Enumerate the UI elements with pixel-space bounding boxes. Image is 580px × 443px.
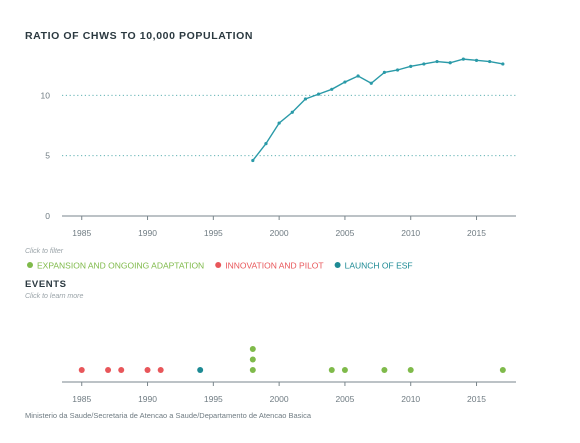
event-dot-0-2017-0[interactable]: [499, 367, 506, 373]
main-x-ticks: 1985 1990 1995 2000 2005 2010 2015: [72, 216, 486, 238]
main-x-tick-label-2015: 2015: [467, 228, 486, 238]
event-dot-0-2010-0[interactable]: [407, 367, 414, 373]
main-x-tick-label-1985: 1985: [72, 228, 91, 238]
data-point-2012: [435, 59, 439, 64]
series-points: [251, 57, 505, 163]
legend-label: INNOVATION AND PILOT: [225, 261, 323, 271]
legend-item-1[interactable]: INNOVATION AND PILOT: [215, 261, 324, 271]
event-dot-0-2005-0[interactable]: [341, 367, 348, 373]
events-x-tick-label-1995: 1995: [204, 394, 223, 404]
series-line: [252, 58, 503, 161]
y-tick-label-5: 5: [45, 151, 50, 161]
legend-item-2[interactable]: LAUNCH OF ESF: [334, 261, 413, 271]
legend-label: LAUNCH OF ESF: [345, 261, 413, 271]
events-hint: Click to learn more: [25, 293, 83, 300]
events-x-tick-label-2015: 2015: [467, 394, 486, 404]
data-point-2011: [422, 62, 426, 66]
legend-label: EXPANSION AND ONGOING ADAPTATION: [37, 261, 204, 271]
data-point-2009: [395, 68, 400, 72]
events-x-tick-label-2010: 2010: [401, 394, 420, 404]
main-x-tick-label-2005: 2005: [335, 228, 354, 238]
main-y-tick-labels: 0 5 10: [41, 90, 51, 221]
data-point-2004: [330, 87, 334, 91]
data-point-2008: [382, 70, 387, 75]
legend-dot-icon: [215, 262, 222, 268]
event-dot-0-2008-0[interactable]: [381, 367, 388, 373]
events-x-tick-label-1990: 1990: [138, 394, 157, 404]
data-point-1998: [251, 158, 255, 163]
source-note: Ministerio da Saude/Secretaria de Atenca…: [25, 411, 312, 420]
event-dot-0-2004-0[interactable]: [328, 367, 335, 373]
events-x-tick-label-2000: 2000: [270, 394, 289, 404]
data-point-2000: [277, 121, 281, 125]
legend: EXPANSION AND ONGOING ADAPTATION INNOVATI…: [27, 261, 413, 271]
legend-dot-icon: [27, 262, 33, 268]
y-tick-label-10: 10: [41, 90, 51, 100]
data-point-2006: [356, 74, 360, 78]
events-x-tick-label-1985: 1985: [72, 394, 91, 404]
event-dot-0-1998-1[interactable]: [249, 356, 256, 363]
data-point-2014: [461, 57, 465, 61]
legend-dot-icon: [334, 262, 341, 268]
data-point-2001: [290, 110, 294, 114]
data-point-2017: [501, 62, 505, 66]
events-x-tick-label-2005: 2005: [335, 394, 354, 404]
main-gridlines: [62, 94, 516, 157]
data-point-2010: [409, 64, 413, 68]
events-x-ticks: 1985 1990 1995 2000 2005 2010 2015: [72, 382, 486, 404]
events-title: EVENTS: [25, 279, 67, 290]
event-dot-1-1985-0[interactable]: [78, 367, 85, 373]
data-point-2016: [488, 59, 492, 64]
data-point-2005: [343, 80, 347, 84]
event-dot-1-1991-0[interactable]: [157, 367, 164, 373]
event-dot-1-1990-0[interactable]: [144, 367, 151, 373]
data-point-2013: [448, 61, 452, 65]
chart-title: RATIO OF CHWS TO 10,000 POPULATION: [25, 30, 253, 42]
event-dot-2-1994-0[interactable]: [197, 367, 204, 373]
main-x-tick-label-1995: 1995: [204, 228, 223, 238]
data-point-2007: [369, 81, 373, 85]
y-tick-label-0: 0: [45, 211, 50, 221]
event-dots: [78, 346, 506, 373]
event-dot-1-1987-0[interactable]: [105, 367, 112, 373]
data-point-1999: [264, 142, 268, 146]
legend-hint: Click to filter: [25, 248, 64, 255]
event-dot-0-1998-0[interactable]: [249, 367, 256, 373]
event-dot-0-1998-2[interactable]: [249, 346, 256, 352]
event-dot-1-1988-0[interactable]: [118, 367, 125, 373]
data-point-2003: [317, 92, 321, 96]
data-point-2002: [303, 97, 308, 101]
main-x-tick-label-2000: 2000: [270, 228, 289, 238]
data-point-2015: [474, 58, 479, 62]
main-x-tick-label-2010: 2010: [401, 228, 420, 238]
legend-item-0[interactable]: EXPANSION AND ONGOING ADAPTATION: [27, 261, 204, 271]
main-x-tick-label-1990: 1990: [138, 228, 157, 238]
